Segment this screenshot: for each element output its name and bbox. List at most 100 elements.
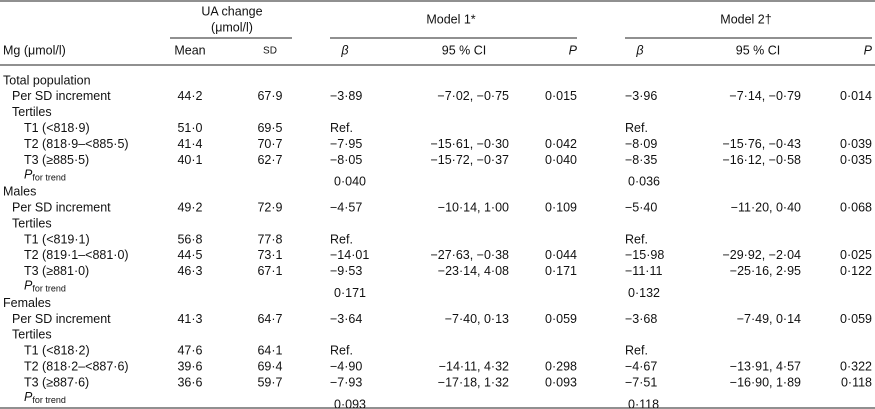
row-label: T2 (818·9–<885·5) [24, 137, 129, 151]
row-label: Pfor trend [24, 168, 66, 183]
cell: Ref. [330, 121, 353, 135]
header: Mg (μmol/l) [3, 43, 66, 57]
group-label: Males [3, 185, 36, 199]
cell: −7·51 [625, 375, 657, 389]
cell: 0·171 [334, 286, 366, 300]
cell: 69·4 [257, 359, 282, 373]
cell: 0·298 [545, 359, 577, 373]
row-label: T3 (≥887·6) [24, 375, 89, 389]
cell: −14·11, 4·32 [439, 359, 509, 373]
cell: −15·72, −0·37 [430, 153, 509, 167]
row-label: Tertiles [12, 105, 52, 119]
cell: 59·7 [257, 375, 282, 389]
cell: 64·1 [257, 344, 282, 358]
header: β [340, 43, 348, 57]
header: Model 2† [720, 12, 771, 26]
header: Mean [174, 43, 205, 57]
cell: 64·7 [257, 312, 282, 326]
row-label: Pfor trend [24, 390, 66, 405]
group-label: Total population [3, 73, 91, 87]
cell: 44·5 [177, 248, 202, 262]
cell: −16·12, −0·58 [722, 153, 801, 167]
row-label: T3 (≥881·0) [24, 264, 89, 278]
p-subscript: for trend [32, 395, 66, 405]
cell: −3·64 [330, 312, 362, 326]
cell: 0·059 [545, 312, 577, 326]
cell: 72·9 [257, 200, 282, 214]
cell: −15·61, −0·30 [430, 137, 509, 151]
cell: −11·20, 0·40 [731, 200, 801, 214]
cell: −15·98 [625, 248, 664, 262]
cell: 0·109 [545, 200, 577, 214]
row-label: Per SD increment [12, 312, 111, 326]
cell: 40·1 [177, 153, 202, 167]
cell: 0·322 [840, 359, 872, 373]
cell: −13·91, 4·57 [730, 359, 801, 373]
cell: 77·8 [257, 232, 282, 246]
header: Model 1* [426, 12, 475, 26]
cell: −14·01 [330, 248, 369, 262]
cell: −8·05 [330, 153, 362, 167]
header: β [635, 43, 643, 57]
cell: 41·3 [177, 312, 202, 326]
cell: −17·18, 1·32 [438, 375, 509, 389]
cell: −4·67 [625, 359, 657, 373]
cell: −9·53 [330, 264, 362, 278]
cell: 0·122 [840, 264, 872, 278]
cell: 0·068 [840, 200, 872, 214]
cell: Ref. [625, 344, 648, 358]
cell: 0·093 [545, 375, 577, 389]
cell: 47·6 [177, 344, 202, 358]
header: 95 % CI [442, 43, 486, 57]
cell: 51·0 [177, 121, 202, 135]
header: (μmol/l) [211, 20, 253, 34]
cell: −23·14, 4·08 [438, 264, 509, 278]
cell: 0·039 [840, 137, 872, 151]
cell: −27·63, −0·38 [430, 248, 509, 262]
p-label: P [24, 390, 33, 404]
cell: −16·90, 1·89 [730, 375, 801, 389]
p-subscript: for trend [32, 284, 66, 294]
row-label: Per SD increment [12, 200, 111, 214]
row-label: T3 (≥885·5) [24, 153, 89, 167]
cell: −4·57 [330, 200, 362, 214]
cell: 0·171 [545, 264, 577, 278]
header: P [864, 43, 873, 57]
cell: 41·4 [177, 137, 202, 151]
cell: −4·90 [330, 359, 362, 373]
cell: −7·14, −0·79 [729, 89, 801, 103]
cell: 73·1 [257, 248, 282, 262]
cell: 0·132 [628, 286, 660, 300]
cell: −7·02, −0·75 [437, 89, 509, 103]
cell: 0·044 [545, 248, 577, 262]
cell: −7·93 [330, 375, 362, 389]
cell: −29·92, −2·04 [722, 248, 801, 262]
cell: 70·7 [257, 137, 282, 151]
header: P [569, 43, 578, 57]
cell: −3·89 [330, 89, 362, 103]
p-subscript: for trend [32, 173, 66, 183]
cell: 0·118 [628, 397, 659, 409]
header: 95 % CI [736, 43, 780, 57]
group-label: Females [3, 296, 51, 310]
row-label: T2 (819·1–<881·0) [24, 248, 129, 262]
cell: 0·059 [840, 312, 872, 326]
cell: 0·042 [545, 137, 577, 151]
cell: −7·49, 0·14 [737, 312, 801, 326]
cell: 69·5 [257, 121, 282, 135]
cell: −10·14, 1·00 [438, 200, 509, 214]
cell: 56·8 [177, 232, 202, 246]
cell: 46·3 [177, 264, 202, 278]
cell: Ref. [625, 121, 648, 135]
cell: −7·40, 0·13 [445, 312, 509, 326]
cell: 0·036 [628, 175, 660, 189]
cell: 0·035 [840, 153, 872, 167]
cell: 0·014 [840, 89, 872, 103]
cell: −8·09 [625, 137, 657, 151]
row-label: T1 (<818·9) [24, 121, 90, 135]
cell: 62·7 [257, 153, 282, 167]
cell: −3·68 [625, 312, 657, 326]
cell: −11·11 [625, 264, 662, 278]
row-label: Per SD increment [12, 89, 111, 103]
